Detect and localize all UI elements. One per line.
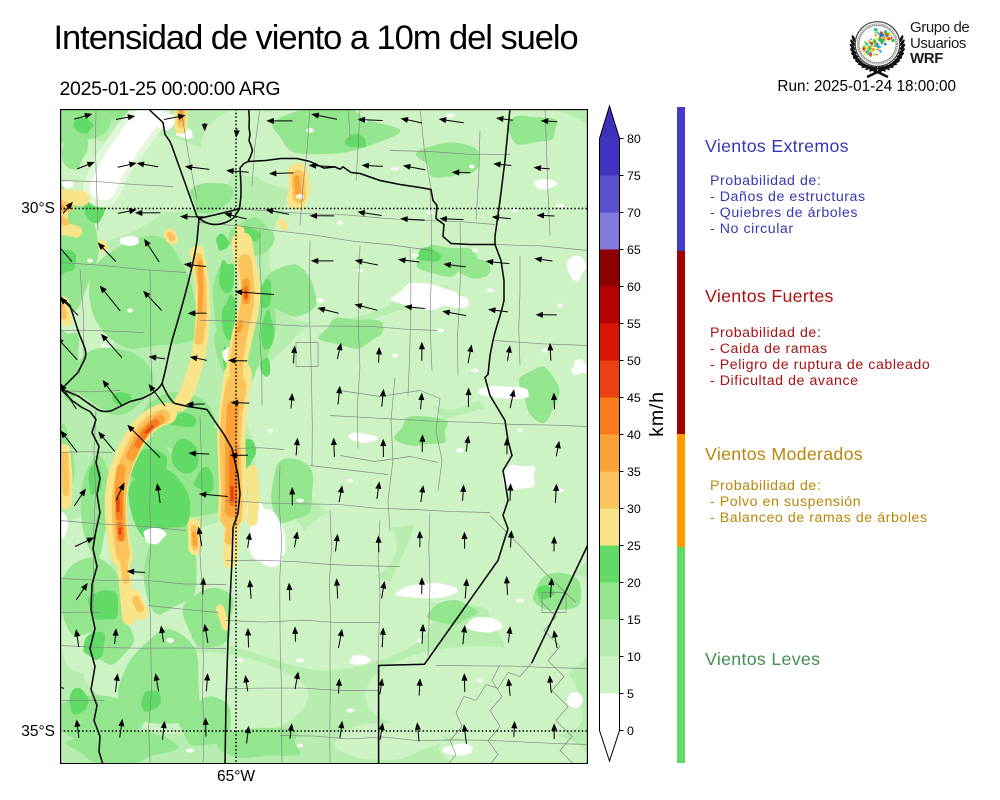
svg-text:0: 0	[627, 724, 634, 738]
svg-text:60: 60	[627, 280, 641, 294]
svg-text:25: 25	[627, 539, 641, 553]
svg-text:km/h: km/h	[646, 391, 668, 436]
svg-text:50: 50	[627, 354, 641, 368]
svg-text:70: 70	[627, 206, 641, 220]
svg-text:80: 80	[627, 132, 641, 146]
svg-text:20: 20	[627, 576, 641, 590]
svg-text:15: 15	[627, 613, 641, 627]
svg-text:75: 75	[627, 169, 641, 183]
svg-text:35: 35	[627, 465, 641, 479]
svg-text:10: 10	[627, 650, 641, 664]
svg-text:40: 40	[627, 428, 641, 442]
svg-text:65: 65	[627, 243, 641, 257]
svg-text:5: 5	[627, 687, 634, 701]
svg-text:30: 30	[627, 502, 641, 516]
svg-text:45: 45	[627, 391, 641, 405]
svg-text:55: 55	[627, 317, 641, 331]
